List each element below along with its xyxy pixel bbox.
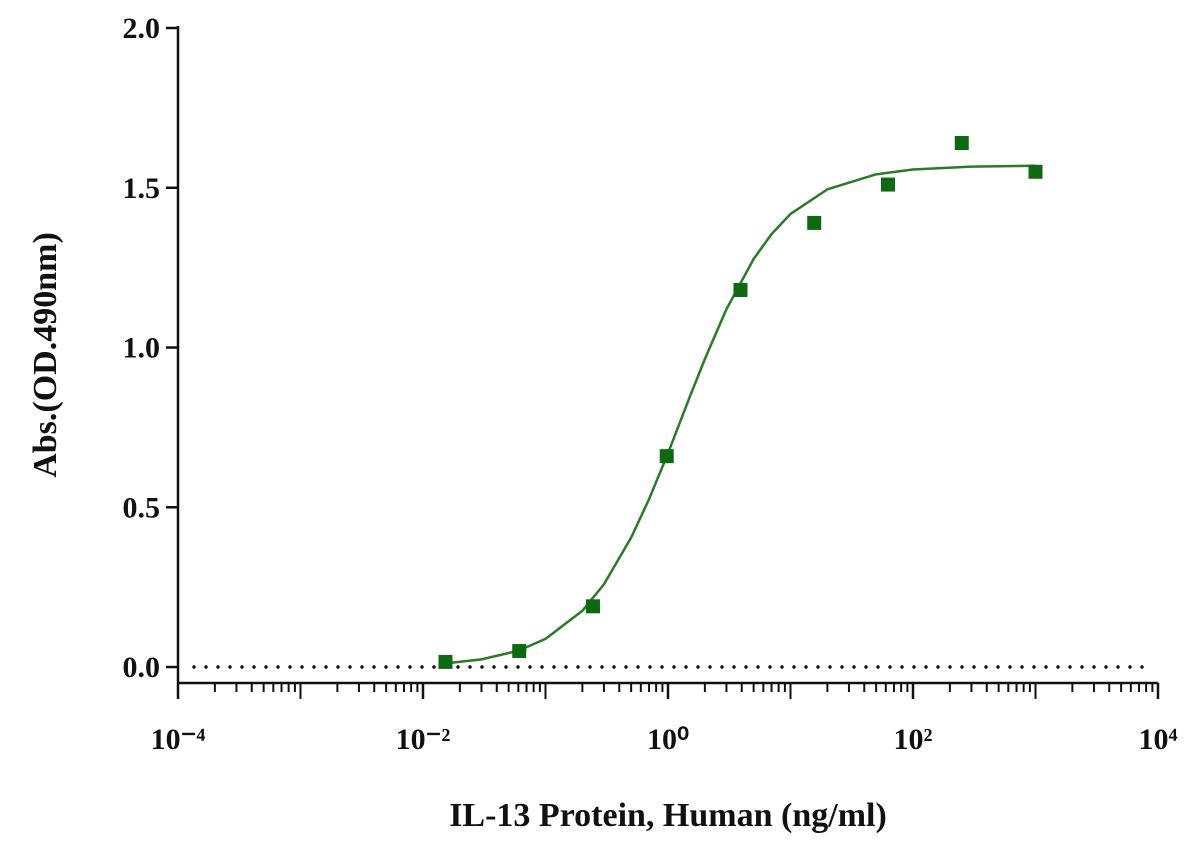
- x-axis-label: IL-13 Protein, Human (ng/ml): [449, 797, 887, 834]
- y-axis-label: Abs.(OD.490nm): [27, 232, 64, 478]
- x-tick-label: 10⁻⁴: [151, 723, 206, 756]
- y-tick-label: 0.0: [123, 651, 161, 684]
- x-tick-label: 10²: [894, 723, 933, 756]
- data-point: [512, 644, 527, 659]
- fit-curve: [444, 164, 1036, 665]
- y-tick-label: 1.0: [123, 332, 161, 365]
- data-point: [438, 654, 453, 669]
- data-point: [954, 136, 969, 151]
- y-tick-label: 1.5: [123, 172, 161, 205]
- y-tick-label: 2.0: [123, 12, 161, 45]
- x-tick-label: 10⁴: [1139, 723, 1178, 756]
- data-point: [659, 449, 674, 464]
- x-tick-label: 10⁰: [647, 723, 689, 756]
- y-tick-label: 0.5: [123, 491, 161, 524]
- data-point: [585, 599, 600, 614]
- data-point: [733, 283, 748, 297]
- data-point: [1028, 164, 1043, 179]
- data-point: [807, 215, 822, 230]
- data-point: [880, 177, 895, 192]
- x-tick-label: 10⁻²: [396, 723, 451, 756]
